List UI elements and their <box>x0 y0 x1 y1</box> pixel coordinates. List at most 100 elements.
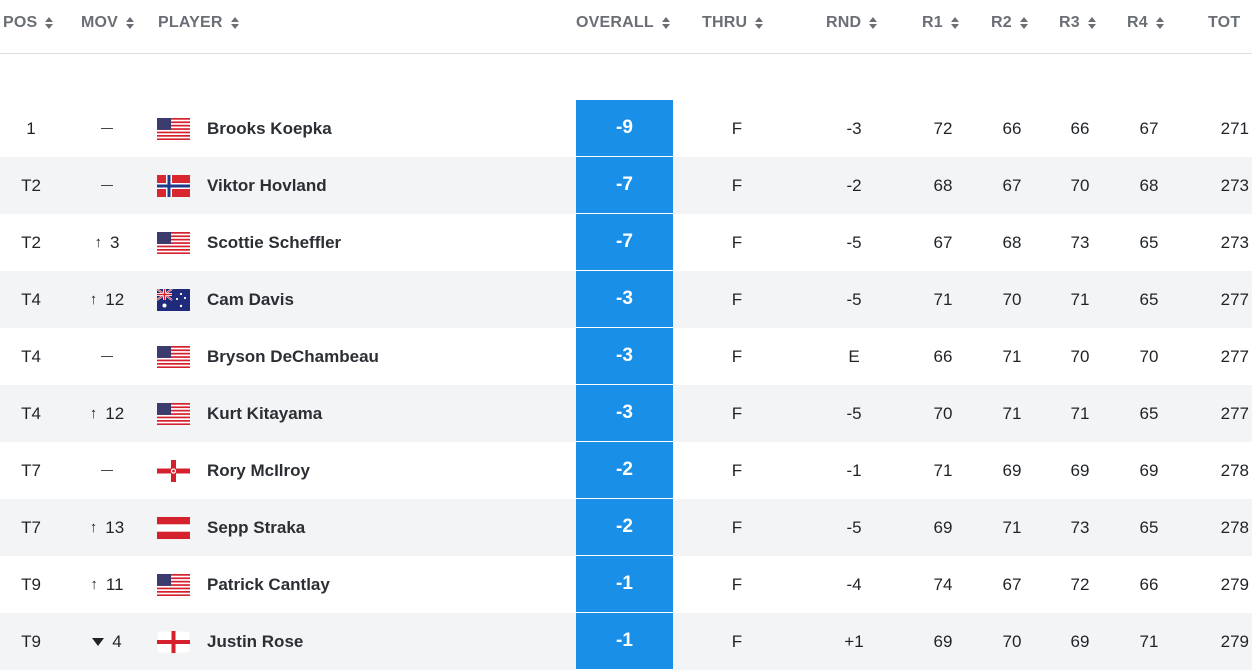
total-cell: 271 <box>1220 118 1249 138</box>
column-header-overall[interactable]: OVERALL <box>576 0 670 46</box>
thru-cell: F <box>731 631 743 651</box>
r4-cell: 70 <box>1139 346 1159 366</box>
usa-flag-icon <box>157 556 190 613</box>
r3-cell: 70 <box>1070 175 1090 195</box>
r1-cell: 69 <box>933 517 953 537</box>
movement-cell <box>82 157 132 214</box>
column-header-mov[interactable]: MOV <box>81 0 135 46</box>
player-name-link[interactable]: Bryson DeChambeau <box>207 346 379 366</box>
r2-cell: 67 <box>1002 574 1022 594</box>
r3-cell: 69 <box>1070 460 1090 480</box>
player-name-link[interactable]: Rory McIlroy <box>207 460 310 480</box>
movement-cell: ↑ 3 <box>82 214 132 271</box>
r1-cell: 70 <box>933 403 953 423</box>
player-name-link[interactable]: Viktor Hovland <box>207 175 327 195</box>
table-row[interactable]: T7 ↑ 13 Sepp Straka -2 F -5 69 71 73 65 2… <box>0 499 1252 556</box>
thru-cell: F <box>731 346 743 366</box>
player-name-link[interactable]: Kurt Kitayama <box>207 403 323 423</box>
player-name-link[interactable]: Sepp Straka <box>207 517 306 537</box>
movement-value: 3 <box>110 232 120 252</box>
sort-icon <box>45 16 54 30</box>
r3-cell: 69 <box>1070 631 1090 651</box>
column-header-label: R3 <box>1059 14 1080 31</box>
r4-cell: 65 <box>1139 517 1159 537</box>
r2-cell: 69 <box>1002 460 1022 480</box>
overall-score-cell: -3 <box>576 271 673 328</box>
round-score-cell: -5 <box>846 289 862 309</box>
total-cell: 278 <box>1220 460 1249 480</box>
r4-cell: 65 <box>1139 289 1159 309</box>
table-row[interactable]: T7 Rory McIlroy -2 F -1 71 69 69 69 278 <box>0 442 1252 499</box>
r3-cell: 71 <box>1070 403 1090 423</box>
movement-value: 12 <box>105 289 125 309</box>
r4-cell: 66 <box>1139 574 1159 594</box>
table-row[interactable]: T9 ↑ 11 Patrick Cantlay -1 F -4 74 67 72 … <box>0 556 1252 613</box>
movement-cell: ↑ 13 <box>82 499 132 556</box>
column-header-label: RND <box>826 14 862 31</box>
sort-icon <box>661 16 670 30</box>
table-row[interactable]: 1 Brooks Koepka -9 F -3 72 66 66 67 271 <box>0 100 1252 157</box>
position-cell: T4 <box>21 403 41 423</box>
table-row[interactable]: T2 Viktor Hovland -7 F -2 68 67 70 68 27… <box>0 157 1252 214</box>
column-header-r1[interactable]: R1 <box>922 0 959 46</box>
england-flag-icon <box>157 613 190 670</box>
movement-cell <box>82 100 132 157</box>
column-header-thru[interactable]: THRU <box>702 0 764 46</box>
sort-icon <box>126 16 135 30</box>
player-name-link[interactable]: Scottie Scheffler <box>207 232 342 252</box>
no-movement-dash-icon <box>101 356 113 357</box>
usa-flag-icon <box>157 328 190 385</box>
position-cell: T4 <box>21 289 41 309</box>
round-score-cell: -5 <box>846 232 862 252</box>
usa-flag-icon <box>157 385 190 442</box>
total-cell: 277 <box>1220 346 1249 366</box>
northern-ireland-flag-icon <box>157 442 190 499</box>
table-row[interactable]: T9 4 Justin Rose -1 F +1 69 70 69 71 279 <box>0 613 1252 670</box>
r1-cell: 69 <box>933 631 953 651</box>
table-row[interactable]: T2 ↑ 3 Scottie Scheffler -7 F -5 67 68 73… <box>0 214 1252 271</box>
column-header-label: THRU <box>702 14 748 31</box>
column-header-r2[interactable]: R2 <box>991 0 1028 46</box>
sort-icon <box>755 16 764 30</box>
r2-cell: 67 <box>1002 175 1022 195</box>
r2-cell: 66 <box>1002 118 1022 138</box>
column-header-r3[interactable]: R3 <box>1059 0 1096 46</box>
player-name-link[interactable]: Brooks Koepka <box>207 118 332 138</box>
sort-icon <box>230 16 239 30</box>
r1-cell: 68 <box>933 175 953 195</box>
column-header-pos[interactable]: POS <box>3 0 54 46</box>
table-row[interactable]: T4 ↑ 12 Cam Davis -3 F -5 71 70 71 65 277 <box>0 271 1252 328</box>
round-score-cell: -4 <box>846 574 862 594</box>
thru-cell: F <box>731 517 743 537</box>
total-cell: 278 <box>1220 517 1249 537</box>
column-header-label: OVERALL <box>576 14 654 31</box>
r3-cell: 73 <box>1070 517 1090 537</box>
position-cell: T9 <box>21 574 41 594</box>
thru-cell: F <box>731 118 743 138</box>
column-header-player[interactable]: PLAYER <box>158 0 239 46</box>
position-cell: T7 <box>21 460 41 480</box>
r4-cell: 69 <box>1139 460 1159 480</box>
player-name-link[interactable]: Patrick Cantlay <box>207 574 330 594</box>
movement-value: 11 <box>105 574 124 594</box>
column-header-label: R2 <box>991 14 1012 31</box>
norway-flag-icon <box>157 157 190 214</box>
column-header-r4[interactable]: R4 <box>1127 0 1164 46</box>
player-name-link[interactable]: Justin Rose <box>207 631 304 651</box>
arrow-up-icon: ↑ <box>90 576 98 593</box>
thru-cell: F <box>731 289 743 309</box>
column-header-tot[interactable]: TOT <box>1208 0 1240 46</box>
sort-icon <box>1019 16 1028 30</box>
movement-cell: ↑ 11 <box>82 556 132 613</box>
no-movement-dash-icon <box>101 470 113 471</box>
r4-cell: 68 <box>1139 175 1159 195</box>
r3-cell: 66 <box>1070 118 1090 138</box>
player-name-link[interactable]: Cam Davis <box>207 289 294 309</box>
column-header-rnd[interactable]: RND <box>826 0 878 46</box>
table-row[interactable]: T4 ↑ 12 Kurt Kitayama -3 F -5 70 71 71 65… <box>0 385 1252 442</box>
total-cell: 273 <box>1220 175 1249 195</box>
column-header-label: TOT <box>1208 14 1241 31</box>
r1-cell: 71 <box>933 289 953 309</box>
arrow-up-icon: ↑ <box>94 234 103 251</box>
table-row[interactable]: T4 Bryson DeChambeau -3 F E 66 71 70 70 … <box>0 328 1252 385</box>
